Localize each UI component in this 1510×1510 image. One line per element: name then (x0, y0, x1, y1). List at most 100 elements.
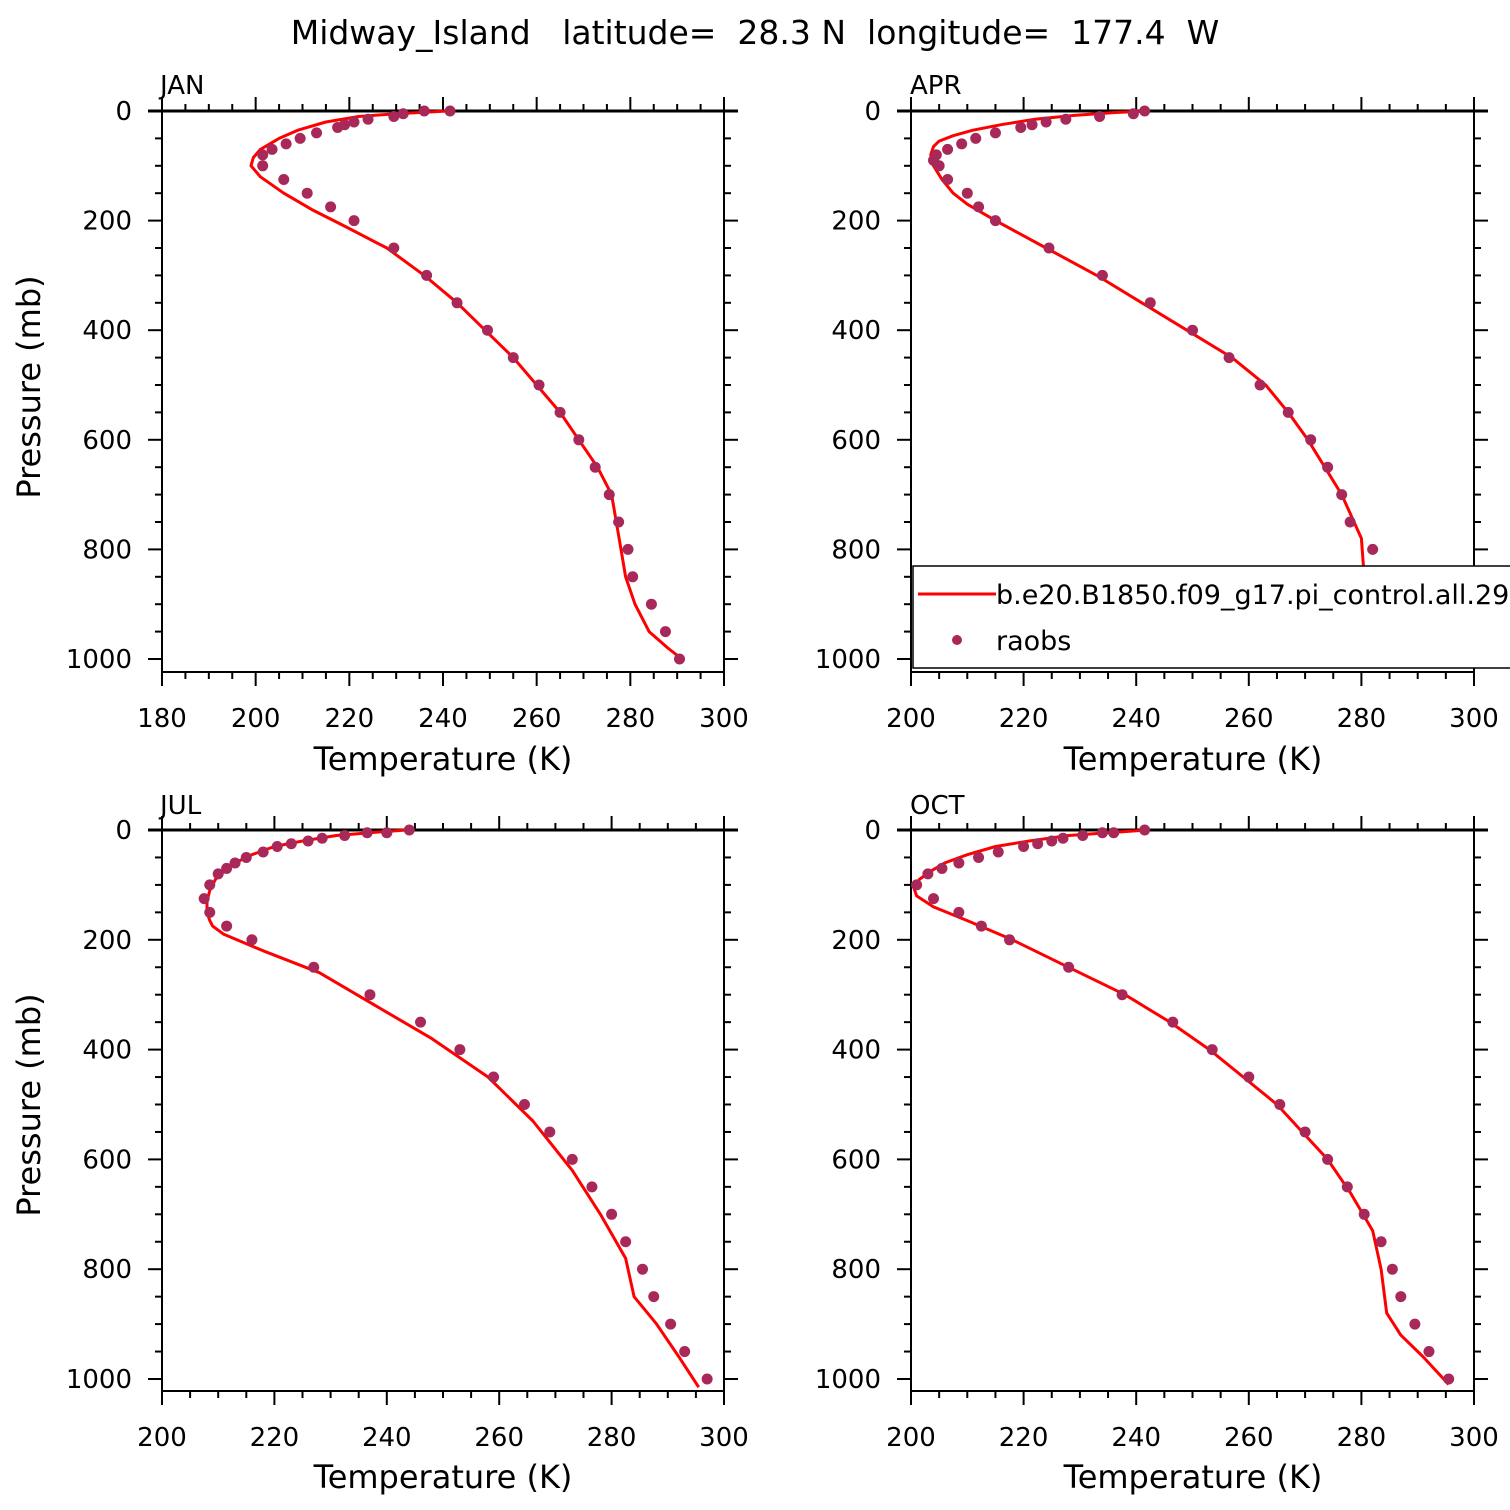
raobs-point-jul (240, 851, 252, 863)
x-tick-label-oct: 220 (999, 1423, 1049, 1453)
y-tick-label-apr: 0 (864, 97, 881, 127)
raobs-point-oct (1341, 1181, 1353, 1193)
raobs-point-oct (1032, 838, 1044, 850)
x-tick-label-apr: 200 (886, 704, 936, 734)
raobs-point-jul (544, 1126, 556, 1138)
raobs-point-jan (481, 324, 493, 336)
y-axis-title-jul: Pressure (mb) (10, 993, 48, 1216)
raobs-point-jul (648, 1291, 660, 1303)
raobs-point-jul (229, 857, 241, 869)
y-tick-label-oct: 0 (864, 816, 881, 846)
y-tick-label-apr: 200 (831, 207, 881, 237)
y-tick-label-oct: 200 (831, 926, 881, 956)
raobs-point-apr (1254, 379, 1266, 391)
raobs-point-oct (1322, 1153, 1334, 1165)
raobs-point-apr (933, 160, 945, 172)
raobs-point-apr (1127, 108, 1139, 120)
raobs-point-oct (1116, 989, 1128, 1001)
raobs-point-apr (989, 215, 1001, 227)
raobs-point-oct (973, 851, 985, 863)
y-tick-label-oct: 400 (831, 1036, 881, 1066)
raobs-point-oct (1167, 1016, 1179, 1028)
x-tick-label-oct: 280 (1337, 1423, 1387, 1453)
raobs-point-oct (1139, 824, 1151, 836)
raobs-point-jan (645, 598, 657, 610)
raobs-point-jan (444, 105, 456, 117)
x-tick-label-jan: 280 (606, 704, 656, 734)
legend-model-label: b.e20.B1850.f09_g17.pi_control.all.297 (996, 580, 1510, 611)
model-series-line-oct (912, 828, 1450, 1386)
x-tick-label-oct: 200 (886, 1423, 936, 1453)
raobs-point-jul (308, 961, 320, 973)
raobs-point-oct (953, 906, 965, 918)
raobs-point-apr (942, 143, 954, 155)
y-tick-label-apr: 400 (831, 316, 881, 346)
raobs-point-oct (975, 920, 987, 932)
raobs-point-jul (403, 824, 415, 836)
x-axis-title-apr: Temperature (K) (1063, 740, 1323, 778)
x-tick-label-jul: 240 (362, 1423, 412, 1453)
x-tick-label-jul: 260 (474, 1423, 524, 1453)
panel-label-apr: APR (910, 71, 962, 101)
y-tick-label-jan: 1000 (66, 645, 132, 675)
raobs-point-oct (1206, 1044, 1218, 1056)
legend-box (912, 565, 1510, 669)
raobs-point-apr (1060, 113, 1072, 125)
raobs-point-oct (1077, 829, 1089, 841)
raobs-point-jan (266, 143, 278, 155)
raobs-point-apr (961, 187, 973, 199)
raobs-point-oct (936, 862, 948, 874)
raobs-point-jul (701, 1373, 713, 1385)
raobs-point-jul (381, 827, 393, 839)
x-tick-label-apr: 260 (1224, 704, 1274, 734)
plot-area-jan (249, 105, 686, 665)
figure-title: Midway_Island latitude= 28.3 N longitude… (291, 13, 1220, 52)
x-tick-label-apr: 300 (1449, 704, 1499, 734)
y-tick-label-jul: 400 (82, 1036, 132, 1066)
raobs-point-oct (1274, 1099, 1286, 1110)
raobs-point-oct (953, 857, 965, 869)
raobs-point-jul (454, 1044, 466, 1056)
x-tick-label-jan: 260 (512, 704, 562, 734)
x-tick-label-jan: 200 (231, 704, 281, 734)
raobs-point-jan (589, 461, 601, 473)
y-tick-label-jan: 400 (82, 316, 132, 346)
model-series-line-jul (205, 828, 700, 1389)
raobs-point-oct (1057, 832, 1069, 844)
x-tick-label-jul: 300 (699, 1423, 749, 1453)
raobs-point-oct (922, 868, 934, 880)
raobs-point-jul (316, 832, 328, 844)
raobs-point-apr (973, 201, 985, 213)
raobs-point-jan (507, 352, 519, 364)
raobs-point-apr (1043, 242, 1055, 254)
raobs-point-jan (348, 116, 360, 128)
y-tick-label-oct: 800 (831, 1255, 881, 1285)
raobs-point-jan (257, 160, 269, 172)
x-tick-label-jan: 240 (418, 704, 468, 734)
raobs-point-apr (1094, 110, 1106, 122)
raobs-point-oct (1108, 827, 1120, 839)
y-tick-label-apr: 800 (831, 535, 881, 565)
raobs-point-oct (1018, 840, 1030, 852)
panel-label-oct: OCT (910, 791, 965, 821)
plot-area-oct (911, 824, 1455, 1386)
raobs-point-jan (613, 516, 625, 528)
raobs-point-jul (221, 920, 233, 932)
raobs-point-apr (1187, 324, 1198, 336)
x-tick-label-apr: 220 (999, 704, 1049, 734)
raobs-point-jul (637, 1263, 649, 1275)
raobs-point-oct (1004, 934, 1016, 946)
x-tick-label-jul: 220 (250, 1423, 300, 1453)
y-tick-label-jan: 0 (115, 97, 132, 127)
x-tick-label-oct: 240 (1111, 1423, 1161, 1453)
x-tick-label-apr: 280 (1337, 704, 1387, 734)
y-tick-label-jul: 800 (82, 1255, 132, 1285)
y-tick-label-jul: 600 (82, 1145, 132, 1175)
raobs-point-jan (397, 108, 409, 120)
y-tick-label-jan: 600 (82, 426, 132, 456)
